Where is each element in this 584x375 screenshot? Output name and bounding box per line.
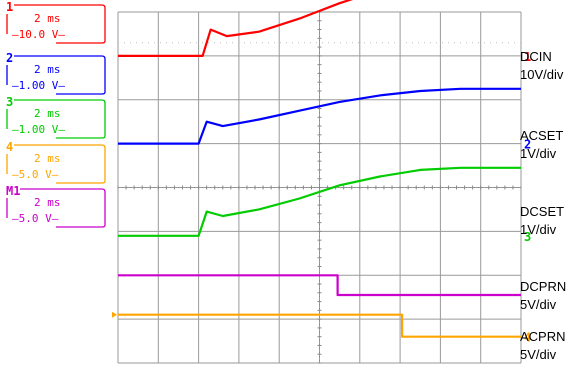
channel-number: 3 xyxy=(6,95,14,109)
trace-scale: 1V/div xyxy=(520,222,557,237)
channel-readout-3: 3 2 ms —1.00 V— xyxy=(6,95,106,139)
channel-marker-4: 4 xyxy=(524,331,531,345)
channel-number: M1 xyxy=(6,184,21,198)
channel-marker-3: 3 xyxy=(524,230,531,244)
trigger-arrow-icon xyxy=(112,311,117,318)
trace-acprn xyxy=(118,313,521,338)
volts-per-div: —5.0 V— xyxy=(12,168,59,181)
trace-name: ACSET xyxy=(520,128,564,143)
channel-number: 4 xyxy=(6,140,14,154)
trace-dcprn xyxy=(118,274,521,297)
volts-per-div: —1.00 V— xyxy=(12,79,65,92)
trace-name: ACPRN xyxy=(520,329,566,344)
trace-label-acset: ACSET 1V/div xyxy=(520,127,563,163)
channel-readout-4: 4 2 ms —5.0 V— xyxy=(6,140,106,184)
volts-per-div: —1.00 V— xyxy=(12,123,65,136)
time-per-div: 2 ms xyxy=(34,196,61,209)
volts-per-div: —5.0 V— xyxy=(12,212,59,225)
trace-scale: 5V/div xyxy=(520,347,557,362)
channel-readout-m1: M1 2 ms —5.0 V— xyxy=(6,184,106,228)
trace-scale: 1V/div xyxy=(520,146,557,161)
trace-scale: 5V/div xyxy=(520,297,557,312)
time-per-div: 2 ms xyxy=(34,63,61,76)
trace-name: DCIN xyxy=(520,49,552,64)
trace-label-dcset: DCSET 1V/div xyxy=(520,203,564,239)
trace-label-dcin: DCIN 10V/div xyxy=(520,48,563,84)
trace-scale: 10V/div xyxy=(520,67,564,82)
channel-number: 1 xyxy=(6,0,14,14)
trace-label-acprn: ACPRN 5V/div xyxy=(520,328,566,364)
trace-name: DCPRN xyxy=(520,279,567,294)
trace-name: DCSET xyxy=(520,204,565,219)
time-per-div: 2 ms xyxy=(34,152,61,165)
volts-per-div: —10.0 V— xyxy=(12,28,65,41)
channel-number: 2 xyxy=(6,51,14,65)
trace-label-dcprn: DCPRN 5V/div xyxy=(520,278,566,314)
channel-marker-2: 2 xyxy=(524,138,531,152)
trace-dcset xyxy=(118,166,521,237)
channel-marker-1: 1 xyxy=(524,50,531,64)
channel-readout-1: 1 2 ms —10.0 V— xyxy=(6,0,106,44)
time-per-div: 2 ms xyxy=(34,12,61,25)
trace-acset xyxy=(118,87,521,145)
trace-dcin xyxy=(118,0,354,57)
time-per-div: 2 ms xyxy=(34,107,61,120)
channel-readout-2: 2 2 ms —1.00 V— xyxy=(6,51,106,95)
